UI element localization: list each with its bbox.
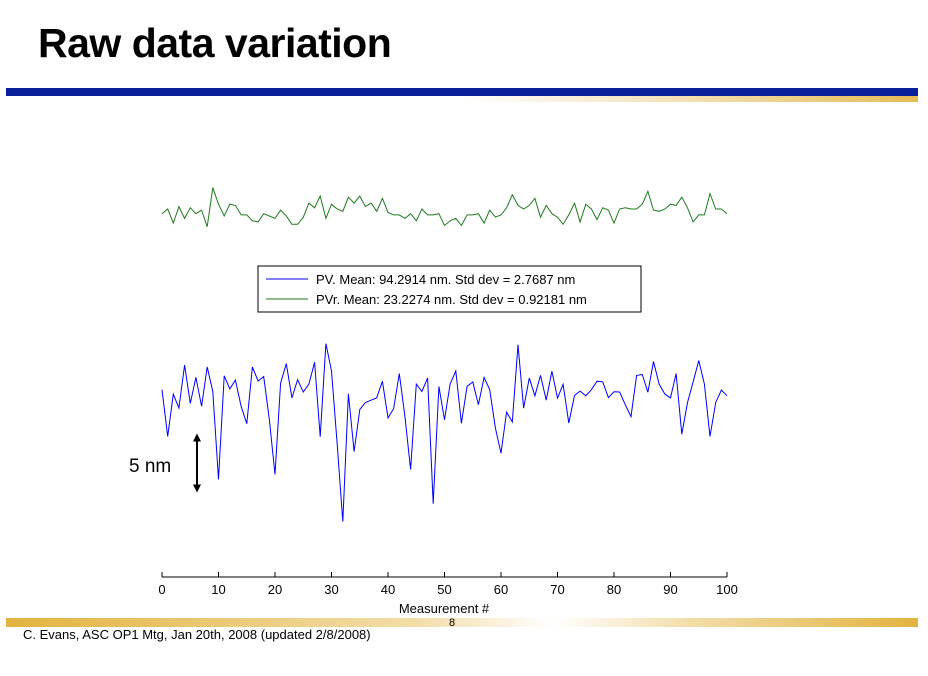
x-axis-label: Measurement # xyxy=(399,601,490,616)
title-underline xyxy=(6,88,918,102)
x-tick-label: 80 xyxy=(607,582,621,597)
slide-title: Raw data variation xyxy=(38,20,392,66)
x-tick-label: 40 xyxy=(381,582,395,597)
x-tick-label: 20 xyxy=(268,582,282,597)
title-underline-gold xyxy=(462,96,918,102)
pvr-series-line xyxy=(161,187,728,227)
pv-series-line xyxy=(161,343,728,522)
scale-bar-label: 5 nm xyxy=(129,456,172,477)
legend-entry-pv-label: PV. Mean: 94.2914 nm. Std dev = 2.7687 n… xyxy=(316,272,575,287)
x-tick-label: 30 xyxy=(324,582,338,597)
page-number: 8 xyxy=(449,617,456,629)
scale-bar-arrow-up xyxy=(193,433,201,442)
footer-rule xyxy=(6,618,918,627)
x-tick-label: 50 xyxy=(437,582,451,597)
scale-bar-arrow-down xyxy=(193,484,201,493)
x-tick-label: 70 xyxy=(550,582,564,597)
x-tick-label: 60 xyxy=(494,582,508,597)
x-tick-label: 100 xyxy=(716,582,738,597)
legend-box xyxy=(257,265,642,313)
title-underline-blue xyxy=(6,88,918,96)
x-tick-label: 10 xyxy=(211,582,225,597)
x-tick-label: 90 xyxy=(663,582,677,597)
x-tick-label: 0 xyxy=(158,582,165,597)
footer-text: C. Evans, ASC OP1 Mtg, Jan 20th, 2008 (u… xyxy=(23,627,371,642)
legend-entry-pvr-label: PVr. Mean: 23.2274 nm. Std dev = 0.92181… xyxy=(316,292,587,307)
